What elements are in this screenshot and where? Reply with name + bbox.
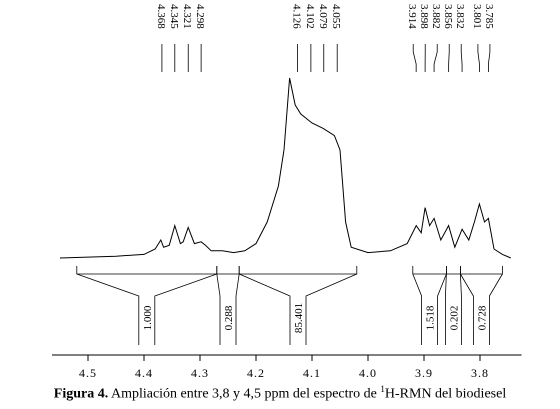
peak-label: 4.321	[181, 4, 193, 29]
caption-text: H-RMN del biodiesel	[384, 386, 507, 402]
integral-box	[445, 273, 462, 345]
integral-bracket	[238, 266, 358, 275]
peak-label: 3.914	[406, 4, 418, 29]
integral-box	[76, 273, 217, 345]
x-tick-label: 4.4	[135, 366, 153, 380]
x-tick-label: 4.2	[247, 366, 265, 380]
x-tick-label: 4.5	[79, 366, 97, 380]
peak-leader	[448, 44, 450, 72]
caption-text: Ampliación entre 3,8 y 4,5 ppm del espec…	[108, 386, 381, 402]
peak-label: 4.079	[317, 4, 329, 29]
integral-bracket	[446, 266, 461, 275]
peak-leader	[460, 44, 463, 72]
peak-leader	[477, 44, 480, 72]
integral-box	[239, 273, 357, 345]
peak-label: 3.832	[454, 4, 466, 29]
peak-label: 4.126	[290, 4, 302, 29]
integral-bracket	[216, 266, 240, 275]
integral-label: 0.288	[223, 305, 235, 330]
peak-label: 3.785	[483, 4, 495, 29]
x-tick-label: 4.3	[191, 366, 209, 380]
integral-label: 1.000	[142, 305, 154, 330]
peak-label: 3.801	[471, 4, 483, 29]
peak-label: 4.345	[168, 4, 180, 29]
integral-label: 0.728	[476, 305, 488, 330]
caption: Figura 4. Ampliación entre 3,8 y 4,5 ppm…	[0, 384, 560, 403]
peak-label: 3.856	[442, 4, 454, 29]
x-tick-label: 4.0	[359, 366, 377, 380]
integral-bracket	[460, 266, 503, 275]
integral-box	[216, 273, 240, 345]
x-tick-label: 3.9	[415, 366, 433, 380]
integral-label: 85.401	[293, 303, 305, 333]
peak-label: 3.882	[430, 4, 442, 29]
caption-superscript: 1	[380, 384, 385, 394]
peak-label: 4.055	[330, 4, 342, 29]
integral-bracket	[412, 266, 447, 275]
peak-label: 4.368	[155, 4, 167, 29]
peak-label: 3.898	[418, 4, 430, 29]
integral-label: 1.518	[425, 305, 437, 330]
peak-label: 4.102	[304, 4, 316, 29]
peak-label: 4.298	[194, 4, 206, 29]
integral-bracket	[76, 266, 218, 275]
x-tick-label: 3.8	[471, 366, 489, 380]
integral-box	[412, 273, 447, 345]
integral-box	[460, 273, 503, 345]
peak-leader	[433, 44, 438, 72]
chart: 4.5 4.4 4.3 4.2 4.1 4.0 3.9 3.84.368 4.345 4.321 4…	[52, 4, 522, 380]
peak-leader	[488, 44, 491, 72]
x-tick-label: 4.1	[303, 366, 321, 380]
integral-label: 0.202	[448, 306, 460, 331]
spectrum-line	[59, 77, 511, 259]
caption-label: Figura 4.	[53, 386, 109, 402]
peak-leader	[412, 44, 417, 72]
